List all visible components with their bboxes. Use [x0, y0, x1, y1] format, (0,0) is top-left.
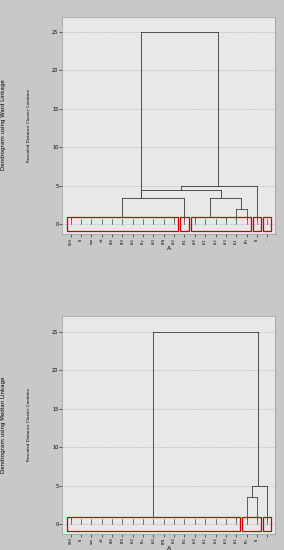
Bar [242, 516, 261, 531]
Text: Rescaled Distance Cluster Combine: Rescaled Distance Cluster Combine [27, 388, 31, 461]
Bar [67, 516, 240, 531]
X-axis label: A: A [167, 246, 171, 251]
X-axis label: A: A [167, 546, 171, 550]
Text: Dendrogram using Ward Linkage: Dendrogram using Ward Linkage [1, 80, 7, 170]
Bar [191, 217, 251, 232]
Text: Rescaled Distance Cluster Combine: Rescaled Distance Cluster Combine [27, 89, 31, 162]
Bar [263, 516, 271, 531]
Bar [67, 217, 178, 232]
Bar [253, 217, 261, 232]
Bar [180, 217, 189, 232]
Text: Dendrogram using Median Linkage: Dendrogram using Median Linkage [1, 377, 7, 473]
Bar [263, 217, 271, 232]
